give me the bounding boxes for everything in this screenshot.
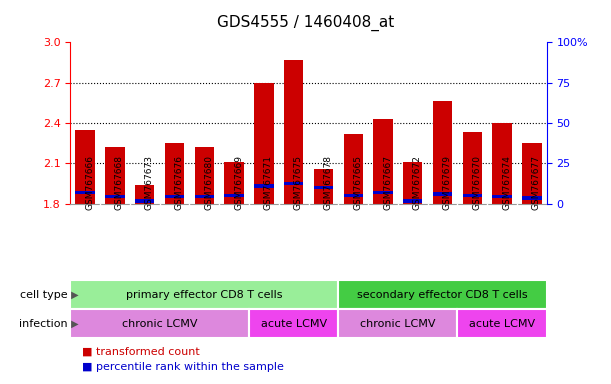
Text: infection: infection [18,318,67,329]
Text: acute LCMV: acute LCMV [469,318,535,329]
Bar [373,191,393,194]
Bar [492,123,512,204]
Text: GSM767676: GSM767676 [175,155,183,210]
Bar [343,134,363,204]
Bar [284,60,303,204]
Text: GSM767666: GSM767666 [85,155,94,210]
Text: cell type: cell type [20,290,67,300]
Bar [105,147,125,204]
Bar [463,194,482,197]
Text: GSM767679: GSM767679 [442,155,452,210]
Bar [135,199,155,202]
Text: acute LCMV: acute LCMV [261,318,327,329]
Bar [135,185,155,204]
Text: GDS4555 / 1460408_at: GDS4555 / 1460408_at [217,15,394,31]
Text: GSM767678: GSM767678 [323,155,332,210]
Bar [195,147,214,204]
Bar [165,143,184,204]
Text: GSM767674: GSM767674 [502,155,511,210]
Bar [314,169,333,204]
Text: GSM767671: GSM767671 [264,155,273,210]
Text: chronic LCMV: chronic LCMV [122,318,197,329]
Text: GSM767677: GSM767677 [532,155,541,210]
Bar [463,132,482,204]
Text: GSM767667: GSM767667 [383,155,392,210]
Text: ■ percentile rank within the sample: ■ percentile rank within the sample [82,362,284,372]
Text: secondary effector CD8 T cells: secondary effector CD8 T cells [357,290,528,300]
Bar [284,182,303,185]
Bar [224,194,244,197]
Text: GSM767668: GSM767668 [115,155,124,210]
Bar [373,119,393,204]
Bar [254,83,274,204]
Text: chronic LCMV: chronic LCMV [360,318,436,329]
Text: ▶: ▶ [68,318,78,329]
Bar [314,186,333,189]
Text: GSM767680: GSM767680 [204,155,213,210]
Bar [403,162,422,204]
Text: ▶: ▶ [68,290,78,300]
Bar [403,199,422,202]
Bar [195,195,214,199]
Bar [522,143,541,204]
Text: GSM767675: GSM767675 [294,155,302,210]
Text: primary effector CD8 T cells: primary effector CD8 T cells [126,290,282,300]
Bar [76,130,95,204]
Bar [522,197,541,200]
Text: ■ transformed count: ■ transformed count [82,346,200,356]
Bar [165,195,184,199]
Bar [105,195,125,199]
Bar [343,194,363,197]
Bar [254,184,274,188]
Bar [224,162,244,204]
Text: GSM767665: GSM767665 [353,155,362,210]
Bar [492,195,512,199]
Text: GSM767669: GSM767669 [234,155,243,210]
Bar [76,191,95,194]
Bar [433,192,452,196]
Text: GSM767670: GSM767670 [472,155,481,210]
Bar [433,101,452,204]
Text: GSM767672: GSM767672 [413,155,422,210]
Text: GSM767673: GSM767673 [145,155,154,210]
